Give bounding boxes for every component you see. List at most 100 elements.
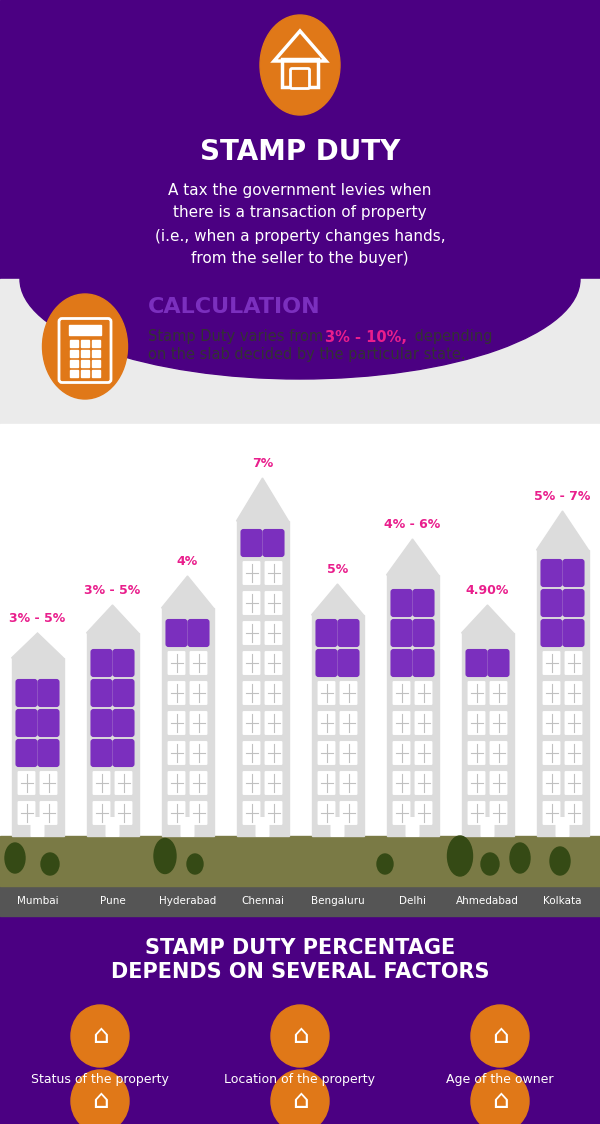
FancyBboxPatch shape <box>241 560 262 586</box>
FancyBboxPatch shape <box>106 817 119 837</box>
FancyBboxPatch shape <box>263 710 284 736</box>
Text: Ahmedabad: Ahmedabad <box>456 896 519 906</box>
FancyBboxPatch shape <box>392 710 412 736</box>
Ellipse shape <box>41 853 59 874</box>
FancyBboxPatch shape <box>392 620 412 646</box>
FancyBboxPatch shape <box>488 770 509 796</box>
FancyBboxPatch shape <box>338 650 359 676</box>
Text: ⌂: ⌂ <box>292 1088 308 1114</box>
Bar <box>70 370 78 377</box>
FancyBboxPatch shape <box>488 800 509 826</box>
Bar <box>386 575 439 836</box>
Bar <box>69 325 101 335</box>
Text: Chennai: Chennai <box>241 896 284 906</box>
FancyBboxPatch shape <box>241 680 262 706</box>
Bar <box>0 424 600 916</box>
FancyBboxPatch shape <box>188 770 209 796</box>
Text: Stamp Duty varies from: Stamp Duty varies from <box>148 329 328 344</box>
FancyBboxPatch shape <box>91 710 112 736</box>
Text: ⌂: ⌂ <box>292 1023 308 1049</box>
FancyBboxPatch shape <box>91 740 112 765</box>
FancyBboxPatch shape <box>563 650 583 676</box>
FancyBboxPatch shape <box>17 800 37 826</box>
Text: 4.90%: 4.90% <box>466 584 509 597</box>
FancyBboxPatch shape <box>17 740 37 765</box>
Ellipse shape <box>271 1005 329 1067</box>
Ellipse shape <box>271 1070 329 1124</box>
Bar <box>81 339 89 346</box>
FancyBboxPatch shape <box>263 680 284 706</box>
Bar <box>86 633 139 836</box>
Text: from the seller to the buyer): from the seller to the buyer) <box>191 252 409 266</box>
FancyBboxPatch shape <box>167 620 187 646</box>
Ellipse shape <box>43 294 128 399</box>
FancyBboxPatch shape <box>392 800 412 826</box>
Ellipse shape <box>448 836 473 876</box>
FancyBboxPatch shape <box>38 710 59 736</box>
FancyBboxPatch shape <box>241 800 262 826</box>
Polygon shape <box>236 478 289 522</box>
FancyBboxPatch shape <box>542 650 562 676</box>
Text: STAMP DUTY PERCENTAGE: STAMP DUTY PERCENTAGE <box>145 939 455 958</box>
FancyBboxPatch shape <box>338 800 359 826</box>
Ellipse shape <box>471 1005 529 1067</box>
FancyBboxPatch shape <box>188 740 209 765</box>
FancyBboxPatch shape <box>113 680 133 706</box>
FancyBboxPatch shape <box>392 680 412 706</box>
FancyBboxPatch shape <box>542 770 562 796</box>
FancyBboxPatch shape <box>188 650 209 676</box>
FancyBboxPatch shape <box>31 817 44 837</box>
FancyBboxPatch shape <box>413 740 433 765</box>
Text: ⌂: ⌂ <box>491 1088 508 1114</box>
FancyBboxPatch shape <box>317 680 337 706</box>
FancyBboxPatch shape <box>413 800 433 826</box>
FancyBboxPatch shape <box>338 740 359 765</box>
FancyBboxPatch shape <box>338 620 359 646</box>
FancyBboxPatch shape <box>263 740 284 765</box>
Text: CALCULATION: CALCULATION <box>148 297 320 317</box>
Bar <box>236 522 289 836</box>
FancyBboxPatch shape <box>263 560 284 586</box>
FancyBboxPatch shape <box>338 710 359 736</box>
Bar <box>92 339 100 346</box>
Text: on the slab decided by the particular state.: on the slab decided by the particular st… <box>148 347 466 363</box>
FancyBboxPatch shape <box>290 69 310 89</box>
Text: 3% - 5%: 3% - 5% <box>10 611 65 625</box>
FancyBboxPatch shape <box>38 800 59 826</box>
FancyBboxPatch shape <box>263 531 284 556</box>
FancyBboxPatch shape <box>263 650 284 676</box>
Ellipse shape <box>154 839 176 873</box>
FancyBboxPatch shape <box>542 740 562 765</box>
Text: 4% - 6%: 4% - 6% <box>385 518 440 531</box>
FancyBboxPatch shape <box>317 770 337 796</box>
Text: Kolkata: Kolkata <box>543 896 582 906</box>
FancyBboxPatch shape <box>167 710 187 736</box>
FancyBboxPatch shape <box>563 590 583 616</box>
FancyBboxPatch shape <box>17 680 37 706</box>
FancyBboxPatch shape <box>38 770 59 796</box>
FancyBboxPatch shape <box>167 800 187 826</box>
FancyBboxPatch shape <box>113 710 133 736</box>
Polygon shape <box>461 605 514 633</box>
Bar <box>282 58 318 87</box>
Text: DEPENDS ON SEVERAL FACTORS: DEPENDS ON SEVERAL FACTORS <box>111 962 489 982</box>
FancyBboxPatch shape <box>263 590 284 616</box>
FancyBboxPatch shape <box>563 800 583 826</box>
Bar <box>81 370 89 377</box>
Text: A tax the government levies when: A tax the government levies when <box>169 182 431 198</box>
FancyBboxPatch shape <box>542 800 562 826</box>
Text: 5%: 5% <box>327 563 348 575</box>
Polygon shape <box>386 540 439 575</box>
FancyBboxPatch shape <box>91 650 112 676</box>
FancyBboxPatch shape <box>113 650 133 676</box>
FancyBboxPatch shape <box>38 680 59 706</box>
Text: depending: depending <box>410 329 493 344</box>
Text: 4%: 4% <box>177 555 198 568</box>
Text: ⌂: ⌂ <box>491 1023 508 1049</box>
Bar <box>0 0 600 279</box>
Bar <box>92 370 100 377</box>
FancyBboxPatch shape <box>241 620 262 646</box>
FancyBboxPatch shape <box>392 770 412 796</box>
FancyBboxPatch shape <box>263 620 284 646</box>
Ellipse shape <box>71 1005 129 1067</box>
